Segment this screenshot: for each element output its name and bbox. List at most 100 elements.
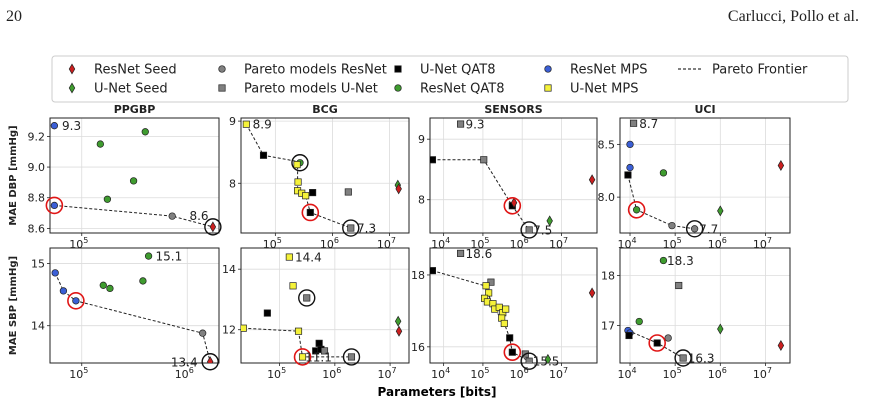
x-axis-title: Parameters [bits] [378, 385, 497, 399]
highlight-circle-red [293, 348, 312, 366]
data-point [344, 188, 352, 196]
legend-marker-resnet-qat8 [394, 84, 402, 92]
plot-frame [619, 117, 791, 234]
x-tick-label: 106 [320, 236, 339, 251]
data-point [293, 161, 301, 169]
data-point [395, 325, 403, 337]
data-point [480, 156, 488, 164]
x-tick-label: 107 [549, 236, 568, 251]
data-point [129, 177, 138, 185]
y-tick-label: 16 [411, 341, 425, 354]
data-point [139, 277, 147, 285]
data-point [690, 225, 699, 233]
point-annotation: 9.3 [62, 119, 81, 133]
data-point [309, 189, 317, 197]
data-point [259, 151, 268, 159]
highlight-circle-black [520, 352, 538, 370]
data-point [168, 212, 176, 220]
data-point [72, 297, 80, 305]
y-tick-label: 14 [222, 263, 236, 276]
x-tick-label: 104 [617, 366, 636, 381]
x-tick-label: 105 [663, 366, 682, 381]
data-point [298, 353, 307, 361]
highlight-circle-red [648, 334, 666, 352]
data-point [394, 315, 402, 327]
highlight-circle-black [201, 353, 219, 371]
grid [620, 118, 790, 233]
data-point [395, 183, 402, 195]
legend-label-resnet-seed: ResNet Seed [94, 63, 177, 78]
y-tick-label: 18 [411, 269, 425, 282]
legend-marker-resnet-mps [544, 65, 552, 73]
y-tick-label: 18 [601, 270, 615, 283]
data-point [303, 294, 311, 302]
legend-label-pareto-frontier: Pareto Frontier [712, 63, 808, 78]
pareto-frontier-line [432, 270, 530, 362]
y-axis-label: MAE SBP [mmHg] [8, 256, 19, 355]
data-point [525, 357, 533, 363]
y-tick-label: 9.0 [28, 161, 46, 174]
data-point [510, 197, 518, 209]
data-point [625, 331, 633, 340]
data-point [717, 323, 724, 335]
legend-label-u-net-seed: U-Net Seed [94, 82, 168, 97]
x-tick-label: 105 [69, 236, 88, 251]
point-annotation: 8.6 [189, 209, 208, 223]
data-point [485, 289, 493, 297]
x-tick-label: 104 [431, 366, 450, 381]
grid [241, 248, 409, 363]
x-tick-label: 107 [378, 366, 397, 381]
highlight-circle-black [685, 220, 704, 238]
legend: ResNet Seed U-Net Seed Pareto models ResNe… [51, 55, 849, 103]
data-point [664, 334, 672, 342]
legend-label-pareto-models-u-net: Pareto models U-Net [244, 82, 378, 97]
x-tick-label: 105 [470, 366, 489, 381]
data-point [206, 356, 214, 363]
data-point [679, 354, 687, 362]
panel-title: UCI [694, 103, 715, 116]
point-annotation: 11.1 [305, 350, 332, 364]
point-annotation: 8.9 [253, 118, 272, 132]
point-annotation: 9.3 [465, 118, 484, 132]
panel-title: BCG [312, 103, 338, 116]
x-tick-label: 107 [753, 366, 772, 381]
legend-marker-pareto-models-u-net [218, 84, 226, 92]
highlight-circle-red [503, 196, 522, 215]
data-point [347, 353, 356, 361]
data-point [315, 339, 323, 347]
data-point [717, 205, 724, 217]
legend-label-u-net-mps: U-Net MPS [570, 82, 638, 97]
data-point [500, 319, 508, 328]
y-tick-label: 8.0 [598, 191, 616, 204]
grid [430, 118, 597, 233]
data-point [653, 339, 661, 347]
data-point [630, 119, 638, 127]
y-tick-label: 15 [31, 258, 45, 271]
x-tick-label: 105 [663, 236, 682, 251]
y-axis-label: MAE DBP [mmHg] [8, 125, 19, 225]
point-annotation: 15.5 [533, 355, 560, 369]
highlight-circle-black [342, 348, 361, 366]
data-point [51, 269, 59, 277]
y-tick-label: 9 [229, 115, 236, 128]
plot-frame [240, 247, 410, 364]
data-point [487, 278, 495, 286]
panel-6: 12 14 105 106 107 14.4 11.1 [222, 247, 410, 381]
highlight-circle-black [342, 219, 360, 237]
highlight-circle-red [503, 343, 522, 362]
panel-2: 8 9 105 106 107 BCG 8.9 7.3 [229, 103, 410, 251]
data-point [294, 327, 303, 335]
data-point [209, 221, 217, 233]
data-point [626, 140, 634, 149]
legend-label-pareto-models-resnet: Pareto models ResNet [244, 63, 387, 78]
x-tick-label: 106 [322, 366, 341, 381]
data-point [294, 178, 302, 186]
data-point [668, 221, 676, 230]
pareto-figure: ResNet Seed U-Net Seed Pareto models ResNe… [8, 55, 849, 399]
data-point [632, 206, 641, 214]
data-point [588, 174, 596, 186]
data-point [546, 215, 553, 227]
legend-marker-resnet-seed [68, 63, 76, 75]
